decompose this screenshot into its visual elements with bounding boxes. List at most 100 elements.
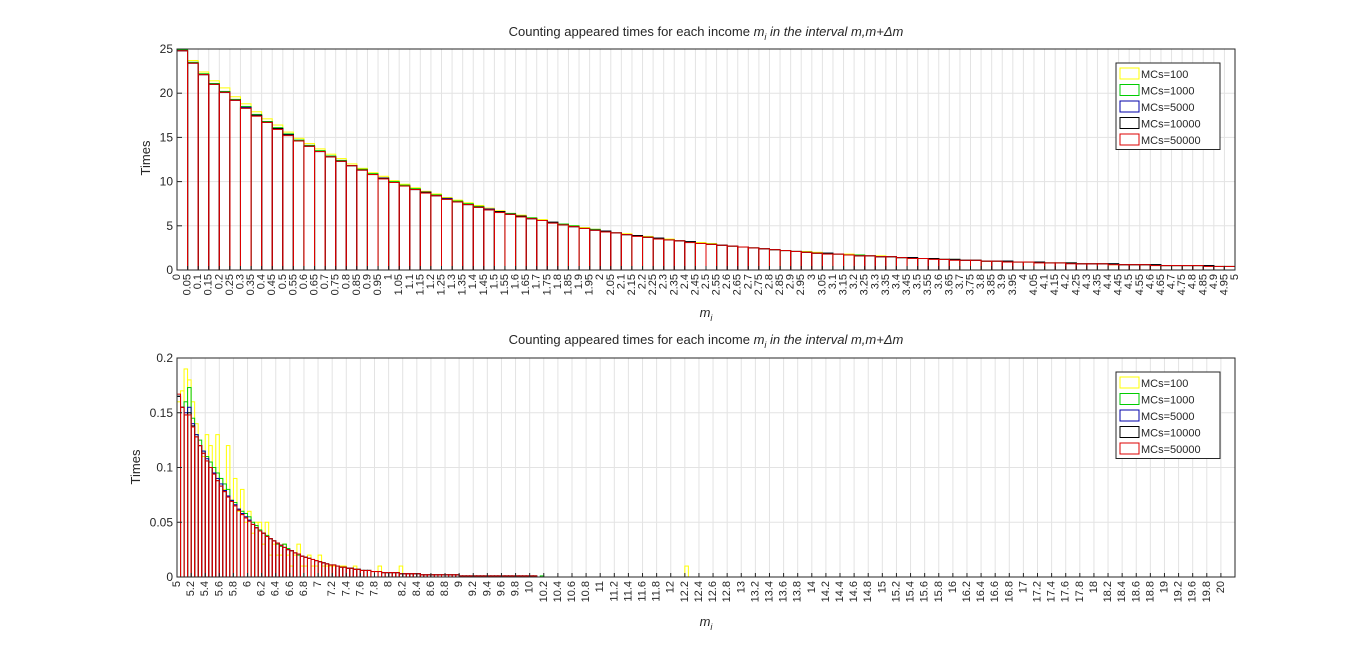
histogram-bar bbox=[642, 236, 654, 271]
histogram-bar bbox=[363, 569, 368, 578]
histogram-bar bbox=[218, 90, 231, 271]
histogram-bar bbox=[917, 258, 929, 271]
x-tick-label: 8.6 bbox=[425, 581, 437, 596]
histogram-bar bbox=[352, 568, 358, 578]
histogram-bar bbox=[373, 571, 379, 578]
histogram-bar bbox=[515, 215, 527, 271]
histogram-bar bbox=[1075, 263, 1088, 271]
histogram-bar bbox=[232, 477, 238, 578]
histogram-bar bbox=[673, 240, 686, 271]
x-tick-label: 1.9 bbox=[573, 274, 585, 289]
histogram-bar bbox=[197, 445, 203, 578]
histogram-bar bbox=[472, 204, 485, 271]
x-tick-label: 9 bbox=[453, 581, 465, 587]
x-tick-label: 9.4 bbox=[481, 581, 493, 596]
histogram-bar bbox=[395, 572, 400, 578]
histogram-bar bbox=[254, 527, 259, 578]
legend-label: MCs=10000 bbox=[1141, 119, 1201, 131]
histogram-bar bbox=[567, 225, 580, 271]
x-tick-label: 18.4 bbox=[1116, 581, 1128, 602]
histogram-bar bbox=[853, 254, 866, 271]
x-tick-label: 4.9 bbox=[1208, 274, 1220, 289]
histogram-bar bbox=[1128, 264, 1141, 271]
x-tick-label: 2.2 bbox=[637, 274, 649, 289]
histogram-bar bbox=[737, 246, 749, 271]
histogram-bar bbox=[578, 227, 591, 271]
histogram-bar bbox=[225, 488, 231, 578]
histogram-bar bbox=[1223, 265, 1236, 271]
histogram-bar bbox=[1065, 263, 1077, 271]
x-tick-label: 11.2 bbox=[608, 581, 620, 602]
x-tick-label: 3.3 bbox=[869, 274, 881, 289]
histogram-bar bbox=[747, 247, 760, 271]
histogram-bar bbox=[768, 249, 781, 271]
histogram-bar bbox=[546, 221, 559, 271]
legend-box bbox=[1115, 371, 1221, 459]
histogram-bar bbox=[811, 252, 823, 271]
x-tick-label: 1.35 bbox=[457, 274, 469, 295]
x-tick-label: 0.4 bbox=[256, 274, 268, 289]
legend-swatch bbox=[1119, 393, 1140, 405]
x-tick-label: 7.6 bbox=[354, 581, 366, 596]
histogram-bar bbox=[1171, 265, 1183, 271]
x-tick-label: 2.95 bbox=[795, 274, 807, 295]
histogram-bar bbox=[366, 174, 379, 271]
histogram-bar bbox=[874, 256, 887, 271]
legend-swatch bbox=[1119, 409, 1140, 422]
x-tick-label: 12.4 bbox=[693, 581, 705, 602]
histogram-bar bbox=[187, 59, 199, 271]
histogram-bar bbox=[215, 472, 220, 578]
histogram-bar bbox=[324, 155, 337, 271]
histogram-bar bbox=[451, 201, 464, 271]
histogram-bar bbox=[980, 260, 993, 271]
histogram-bar bbox=[381, 572, 386, 578]
histogram-bar bbox=[895, 257, 908, 271]
histogram-bar bbox=[737, 246, 749, 271]
histogram-bar bbox=[705, 243, 718, 271]
x-tick-label: 0.85 bbox=[351, 274, 363, 295]
histogram-bar bbox=[345, 567, 351, 578]
x-tick-label: 4.8 bbox=[1187, 274, 1199, 289]
histogram-bar bbox=[310, 558, 316, 578]
histogram-bar bbox=[243, 517, 249, 578]
x-tick-label: 12.6 bbox=[707, 581, 719, 602]
x-tick-label: 0.35 bbox=[245, 274, 257, 295]
x-tick-label: 4.55 bbox=[1134, 274, 1146, 295]
histogram-bar bbox=[331, 564, 337, 578]
histogram-bar bbox=[927, 258, 940, 271]
x-tick-label: 0.1 bbox=[192, 274, 204, 289]
x-tick-label: 0.65 bbox=[309, 274, 321, 295]
histogram-bar bbox=[229, 99, 241, 271]
histogram-bar bbox=[204, 434, 210, 578]
histogram-bar bbox=[306, 557, 312, 578]
histogram-bar bbox=[388, 572, 393, 578]
histogram-bar bbox=[370, 571, 375, 578]
histogram-bar bbox=[631, 235, 644, 271]
histogram-bar bbox=[970, 259, 982, 271]
x-tick-label: 4.85 bbox=[1197, 274, 1209, 295]
histogram-bar bbox=[335, 565, 340, 578]
histogram-bar bbox=[1160, 265, 1173, 271]
histogram-bar bbox=[275, 542, 280, 578]
histogram-bar bbox=[296, 554, 301, 578]
histogram-bar bbox=[874, 255, 887, 271]
histogram-bar bbox=[811, 252, 823, 271]
histogram-bar bbox=[239, 107, 252, 271]
histogram-bar bbox=[345, 567, 351, 578]
legend-label: MCs=5000 bbox=[1141, 411, 1195, 423]
histogram-bar bbox=[874, 256, 887, 271]
x-tick-label: 3.65 bbox=[943, 274, 955, 295]
histogram-bar bbox=[391, 572, 397, 578]
histogram-bar bbox=[197, 439, 203, 578]
x-tick-label: 2 bbox=[594, 274, 606, 280]
histogram-bar bbox=[243, 521, 249, 578]
x-tick-label: 3.2 bbox=[848, 274, 860, 289]
x-tick-label: 3.8 bbox=[975, 274, 987, 289]
histogram-bar bbox=[257, 521, 263, 578]
histogram-bar bbox=[716, 244, 728, 271]
x-tick-label: 1.8 bbox=[552, 274, 564, 289]
x-tick-label: 1.2 bbox=[425, 274, 437, 289]
histogram-bar bbox=[342, 566, 347, 578]
histogram-bar bbox=[384, 572, 390, 578]
histogram-bar bbox=[726, 245, 739, 271]
